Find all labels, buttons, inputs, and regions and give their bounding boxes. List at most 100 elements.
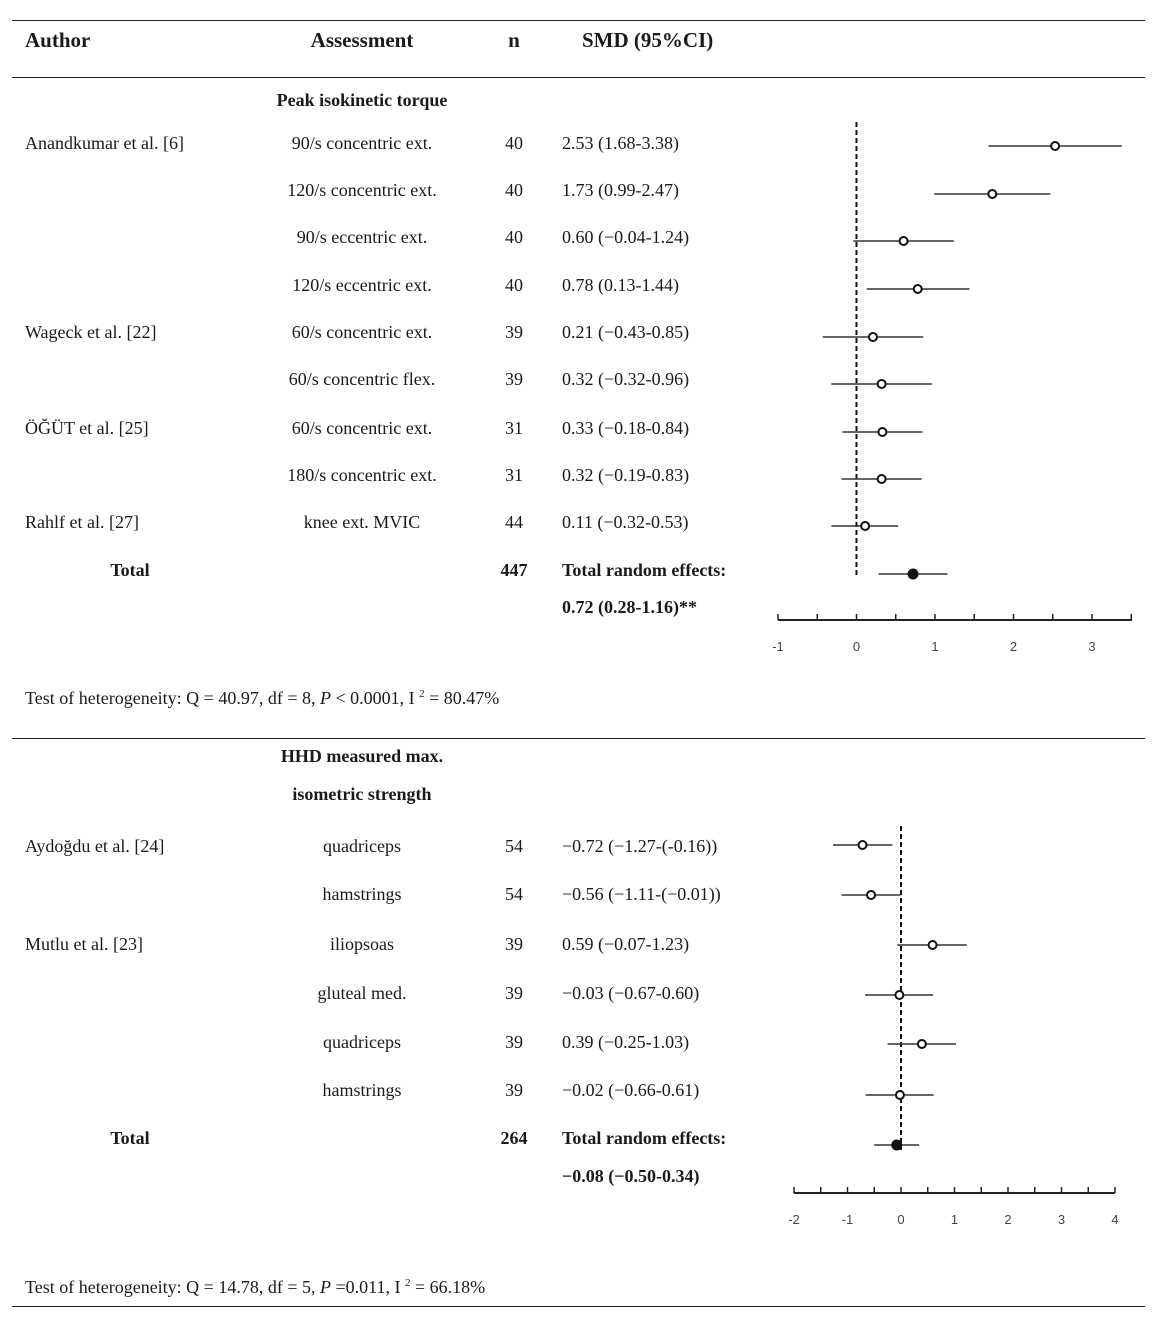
s2-row-assessment: quadriceps [323,1032,401,1052]
s1-row-n: 31 [505,465,523,485]
s1-row-assessment: knee ext. MVIC [303,512,421,532]
s2-row-n: 39 [505,1080,523,1100]
s2-het-mid: =0.011, I [330,1277,405,1297]
s2-het-suffix: = 66.18% [410,1277,486,1297]
s2-point-estimate [927,940,938,950]
s1-total-value: 0.72 (0.28-1.16)** [562,597,697,617]
s1-row-ci: 0.33 (−0.18-0.84) [562,418,690,438]
s1-point-estimate [1050,141,1061,151]
s2-row-ci: −0.03 (−0.67-0.60) [562,983,700,1003]
s2-het-sup: 2 [404,1277,411,1289]
s2-tick-label: 3 [1058,1212,1065,1227]
s2-row-assessment: iliopsoas [329,934,395,954]
s2-row-n: 39 [505,983,523,1003]
s2-row-n: 54 [505,884,523,904]
s1-row-assessment: 120/s eccentric ext. [292,275,432,295]
s1-row-assessment: 60/s concentric flex. [288,369,436,389]
s1-row-author: ÖĞÜT et al. [25] [25,418,149,438]
s2-tick-label: -2 [788,1212,800,1227]
s2-tick-label: 2 [1004,1212,1011,1227]
s1-row-assessment: 90/s concentric ext. [291,133,433,153]
s2-total-value: −0.08 (−0.50-0.34) [562,1166,700,1186]
s2-row-n: 54 [505,836,523,856]
s1-row-n: 44 [505,512,523,532]
s2-tick-label: 0 [897,1212,904,1227]
s1-row-assessment: 180/s concentric ext. [287,465,437,485]
s1-row-n: 40 [505,180,523,200]
s2-row-n: 39 [505,1032,523,1052]
s2-row-assessment: gluteal med. [317,983,407,1003]
s1-het-sup: 2 [419,688,425,700]
s2-het-p: P [319,1277,331,1297]
s1-tick-label: 0 [853,639,860,654]
s2-row-ci: −0.02 (−0.66-0.61) [562,1080,700,1100]
s1-total-estimate [907,568,919,580]
s1-tick-label: 1 [931,639,938,654]
s1-row-assessment: 90/s eccentric ext. [296,227,428,247]
s1-row-n: 39 [505,322,523,342]
s1-row-ci: 1.73 (0.99-2.47) [562,180,679,200]
s1-row-n: 40 [505,275,523,295]
s1-row-author: Wageck et al. [22] [25,322,157,342]
s1-het-p: P [319,688,331,708]
s1-row-ci: 0.78 (0.13-1.44) [562,275,679,295]
s1-tick-label: -1 [772,639,784,654]
s1-total-n: 447 [500,560,528,580]
s1-row-ci: 0.60 (−0.04-1.24) [562,227,690,247]
s2-row-assessment: hamstrings [322,884,402,904]
s1-row-author: Anandkumar et al. [6] [25,133,184,153]
s2-row-assessment: hamstrings [322,1080,402,1100]
header-rule [12,77,1145,78]
s1-row-author: Rahlf et al. [27] [25,512,139,532]
s2-row-ci: 0.59 (−0.07-1.23) [562,934,690,954]
top-rule [12,20,1145,21]
s1-row-n: 39 [505,369,523,389]
s1-point-estimate [877,427,888,437]
s1-point-estimate [867,332,878,342]
s2-row-assessment: quadriceps [323,836,401,856]
s2-tick-label: -1 [842,1212,854,1227]
s2-heterogeneity: Test of heterogeneity: Q = 14.78, df = 5… [25,1277,485,1298]
s2-point-estimate [916,1039,927,1049]
s1-row-ci: 0.11 (−0.32-0.53) [562,512,689,532]
s2-row-author: Aydoğdu et al. [24] [25,836,165,856]
s2-total-text: Total random effects: [562,1128,727,1148]
s1-point-estimate [876,379,887,389]
s1-point-estimate [987,189,998,199]
s1-point-estimate [876,474,887,484]
section-divider-rule [12,738,1145,739]
s1-heterogeneity: Test of heterogeneity: Q = 40.97, df = 8… [25,688,499,709]
s2-row-n: 39 [505,934,523,954]
s2-total-estimate [891,1139,903,1151]
section1-title: Peak isokinetic torque [276,90,448,110]
s1-total-text: Total random effects: [562,560,727,580]
s1-tick-label: 3 [1088,639,1095,654]
s1-het-mid: < 0.0001, I [330,688,420,708]
s1-row-n: 40 [505,133,523,153]
s2-point-estimate [894,1090,905,1100]
s1-row-ci: 2.53 (1.68-3.38) [562,133,679,153]
s1-row-ci: 0.32 (−0.19-0.83) [562,465,690,485]
s1-row-assessment: 120/s concentric ext. [287,180,437,200]
s2-row-ci: 0.39 (−0.25-1.03) [562,1032,690,1052]
s2-tick-label: 1 [951,1212,958,1227]
s1-row-n: 40 [505,227,523,247]
s2-total-n: 264 [500,1128,528,1148]
section2-title-line2: isometric strength [292,784,432,804]
s2-point-estimate [857,840,868,850]
header-n: n [508,28,520,52]
s1-row-ci: 0.32 (−0.32-0.96) [562,369,690,389]
s2-row-ci: −0.56 (−1.11-(−0.01)) [562,884,721,904]
header-author: Author [25,28,91,52]
s1-total-label: Total [110,560,150,580]
header-assessment: Assessment [310,28,414,52]
s1-row-ci: 0.21 (−0.43-0.85) [562,322,690,342]
s2-point-estimate [866,890,877,900]
section2-title-line1: HHD measured max. [280,746,444,766]
header-smd: SMD (95%CI) [582,28,714,52]
bottom-rule [12,1306,1145,1307]
s2-row-ci: −0.72 (−1.27-(-0.16)) [562,836,718,856]
s1-het-suffix: = 80.47% [424,688,500,708]
s1-row-assessment: 60/s concentric ext. [291,322,433,342]
s1-point-estimate [860,521,871,531]
